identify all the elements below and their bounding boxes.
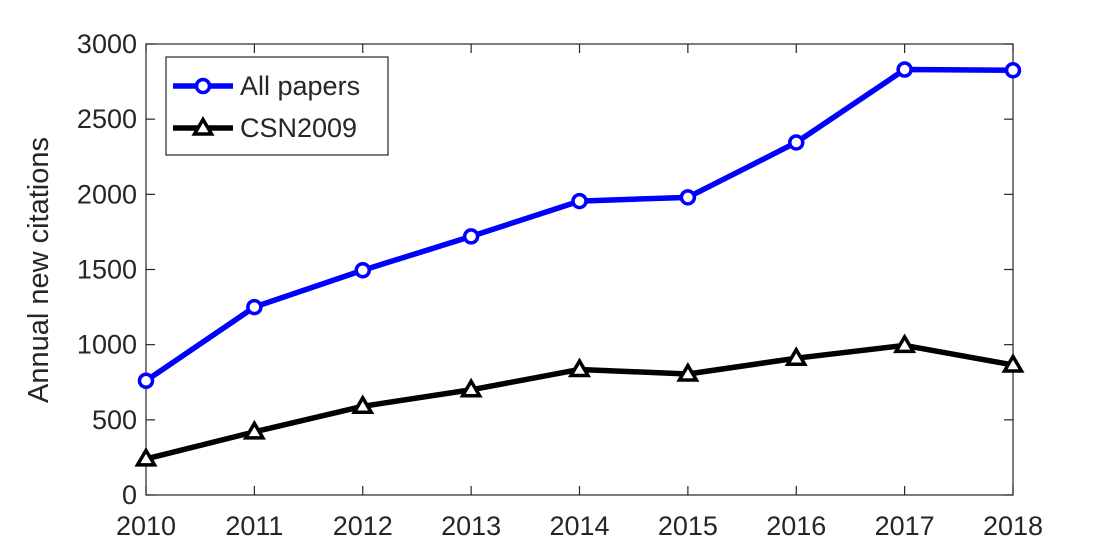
y-tick-label: 2500 (77, 104, 137, 134)
x-tick-label: 2013 (441, 511, 501, 541)
x-tick-label: 2018 (983, 511, 1043, 541)
data-point-all-papers (462, 228, 480, 245)
y-tick-label: 1000 (77, 330, 137, 360)
legend: All papers CSN2009 (165, 56, 389, 156)
data-point-all-papers (788, 134, 805, 151)
y-tick-label: 500 (92, 405, 137, 435)
axes: 0 500 1000 1500 2000 2500 3000 2010 2011 2012 2013… (77, 29, 1043, 541)
legend-entry: All papers (173, 71, 360, 101)
data-point-all-papers (137, 372, 155, 389)
data-point-csn2009 (567, 357, 592, 378)
y-axis-label: Annual new citations (23, 137, 55, 403)
data-point-all-papers (571, 192, 588, 210)
y-tick-label: 2000 (77, 179, 137, 209)
x-tick-label: 2016 (766, 511, 826, 541)
legend-entry: CSN2009 (173, 113, 357, 143)
legend-label: All papers (240, 71, 360, 101)
x-tick-label: 2011 (225, 511, 283, 541)
data-point-csn2009 (242, 419, 266, 440)
x-tick-label: 2012 (333, 511, 393, 541)
data-point-csn2009 (459, 377, 483, 398)
legend-marker (194, 77, 212, 95)
data-point-all-papers (246, 298, 263, 316)
data-point-csn2009 (1001, 353, 1025, 373)
data-point-csn2009 (351, 394, 375, 415)
y-tick-label: 3000 (77, 29, 137, 59)
x-tick-label: 2010 (116, 511, 176, 541)
data-point-all-papers (896, 61, 913, 78)
series-layer (134, 61, 1025, 467)
x-tick-label: 2015 (658, 511, 718, 541)
y-tick-label: 1500 (77, 255, 137, 285)
legend-box (165, 56, 389, 156)
data-point-csn2009 (676, 362, 700, 382)
data-point-csn2009 (134, 446, 158, 467)
data-point-csn2009 (893, 333, 917, 354)
x-tick-label: 2014 (549, 511, 609, 541)
legend-label: CSN2009 (240, 113, 357, 143)
series-all-papers (137, 61, 1022, 389)
legend-marker (191, 116, 215, 136)
x-tick-label: 2017 (875, 511, 935, 541)
data-point-csn2009 (784, 346, 808, 366)
series-csn2009 (134, 333, 1025, 467)
data-point-all-papers (354, 262, 371, 279)
data-point-all-papers (1004, 62, 1022, 79)
data-point-all-papers (679, 189, 697, 206)
y-tick-label: 0 (122, 480, 137, 510)
